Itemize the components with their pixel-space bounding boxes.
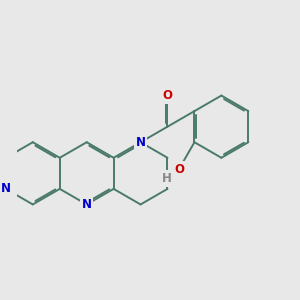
Text: N: N bbox=[82, 198, 92, 211]
Text: N: N bbox=[136, 136, 146, 149]
Text: O: O bbox=[174, 163, 184, 176]
Text: H: H bbox=[161, 172, 171, 185]
Text: O: O bbox=[163, 89, 172, 102]
Text: N: N bbox=[1, 182, 11, 195]
